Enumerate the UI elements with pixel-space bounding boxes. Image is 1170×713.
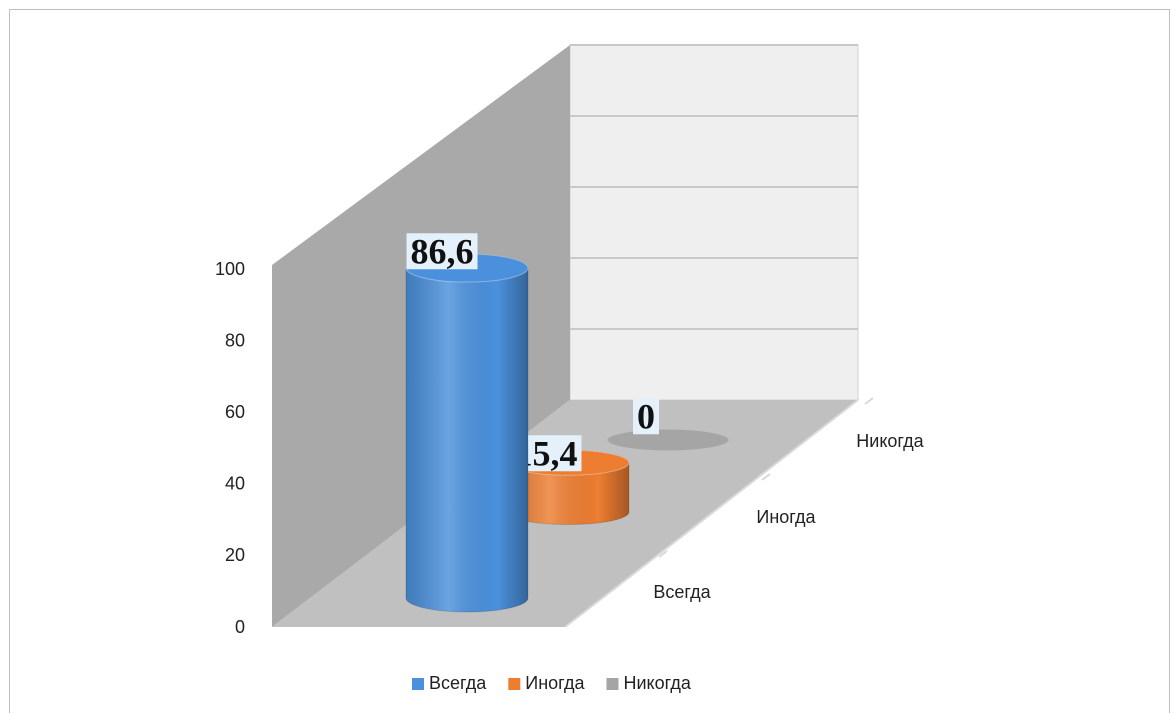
y-tick-label: 40 [225,474,245,494]
category-label: Иногда [756,507,816,527]
y-tick-label: 20 [225,545,245,565]
back-wall [569,44,859,401]
depth-tick [658,550,668,558]
legend-swatch [412,678,424,690]
depth-tick [864,397,874,405]
value-label-bg [406,233,478,270]
legend-label: Иногда [525,673,585,693]
y-tick-label: 60 [225,402,245,422]
y-tick-label: 80 [225,330,245,350]
legend-label: Никогда [623,673,691,693]
y-tick-label: 100 [215,259,245,279]
value-label-group: 0 [633,396,659,436]
category-label: Никогда [856,431,924,451]
cylinder-top [606,428,730,452]
depth-tick [761,473,771,481]
legend-swatch [508,678,521,690]
value-label-bg [633,398,659,435]
depth-axis [564,399,859,628]
legend-label: Всегда [429,673,487,693]
value-label: 86,6 [411,231,474,271]
value-label: 0 [637,396,655,436]
value-label-group: 86,6 [406,231,478,271]
legend-swatch [606,678,619,690]
cylinder-shade [406,254,528,612]
y-tick-label: 0 [235,617,245,637]
category-label: Всегда [653,582,711,602]
